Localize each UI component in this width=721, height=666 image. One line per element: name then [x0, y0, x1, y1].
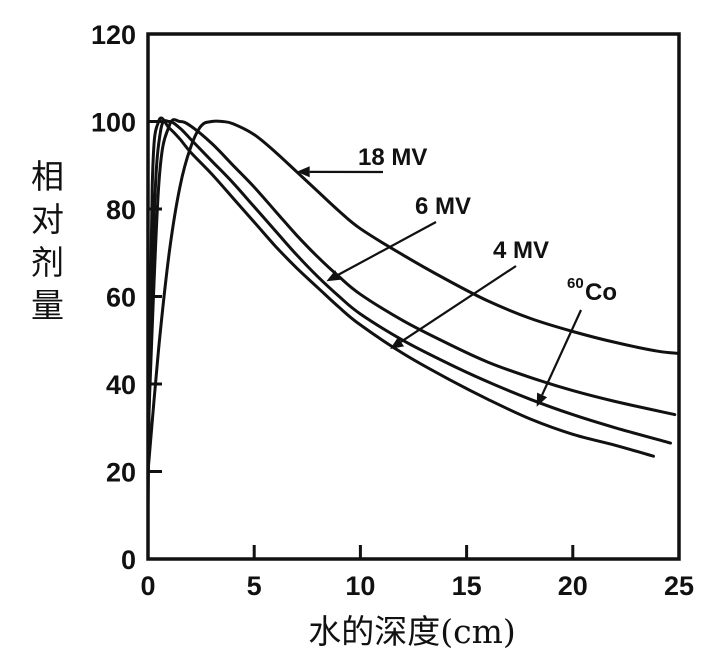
y-tick-label: 40	[106, 370, 136, 400]
annotation-arrow-6-mv	[337, 221, 437, 276]
annotation-label-60co: Co	[585, 279, 617, 306]
y-tick-label: 0	[121, 545, 136, 575]
x-axis-title: 水的深度(cm)	[308, 612, 516, 651]
annotation-superscript-60co: 60	[567, 275, 584, 292]
x-tick-label: 15	[452, 571, 482, 601]
curves	[146, 116, 681, 508]
annotations: 18 MV 6 MV 4 MV 60 Co	[296, 144, 617, 407]
annotation-arrow-60co	[541, 309, 583, 396]
annotation-arrowhead-60co	[536, 392, 548, 407]
x-tick-label: 0	[140, 571, 155, 601]
axes: 0 20 40 60 80 100 120 0 5 10 15 20 25	[91, 20, 694, 601]
series-line-18-mv	[146, 119, 681, 473]
annotation-arrowhead-4-mv	[390, 337, 404, 349]
series-line-60co	[146, 116, 655, 508]
y-tick-label: 80	[106, 195, 136, 225]
x-tick-label: 5	[247, 571, 262, 601]
y-tick-label: 60	[106, 283, 136, 313]
annotation-arrow-4-mv	[400, 265, 517, 343]
annotation-arrowhead-18-mv	[296, 166, 310, 178]
labels: 相对剂量 水的深度(cm)	[26, 159, 516, 651]
x-tick-label: 10	[345, 571, 375, 601]
y-tick-label: 20	[106, 458, 136, 488]
annotation-label-4-mv: 4 MV	[493, 237, 549, 264]
x-tick-label: 20	[558, 571, 588, 601]
y-tick-label: 100	[91, 108, 136, 138]
y-tick-label: 120	[91, 20, 136, 50]
annotation-label-6-mv: 6 MV	[415, 193, 471, 220]
x-tick-label: 25	[664, 571, 694, 601]
series-line-6-mv	[146, 118, 677, 438]
y-axis-title: 相对剂量	[26, 159, 65, 331]
annotation-label-18-mv: 18 MV	[358, 144, 427, 171]
annotation-arrowhead-6-mv	[326, 270, 341, 282]
